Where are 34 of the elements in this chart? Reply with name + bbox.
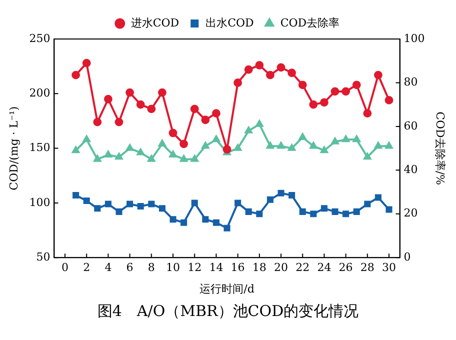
y-tick-label: 200 — [29, 86, 50, 100]
x-tick-label: 10 — [166, 261, 180, 274]
legend-label: COD去除率 — [280, 16, 340, 30]
x-tick-label: 30 — [382, 261, 396, 274]
x-tick-label: 8 — [148, 261, 155, 274]
x-tick-label: 12 — [188, 261, 202, 274]
caption: 图4 A/O（MBR）池COD的变化情况 — [96, 302, 360, 321]
x-tick-label: 0 — [61, 261, 68, 274]
legend-label: 出水COD — [206, 16, 254, 30]
y-tick-label: 100 — [29, 196, 50, 209]
x-tick-label: 24 — [317, 261, 332, 274]
y2-tick-label: 20 — [404, 206, 418, 220]
y2-tick-label: 60 — [404, 119, 418, 132]
x-tick-label: 18 — [252, 261, 266, 274]
y-tick-label: 250 — [29, 32, 50, 45]
y2-tick-label: 40 — [404, 163, 418, 176]
x-axis-title: 运行时间/d — [200, 282, 254, 296]
x-tick-label: 26 — [338, 261, 353, 274]
x-tick-label: 28 — [360, 261, 374, 274]
y-tick-label: 50 — [36, 250, 50, 264]
x-tick-label: 20 — [274, 261, 288, 274]
x-tick-label: 16 — [230, 261, 245, 274]
y-tick-label: 150 — [29, 141, 50, 154]
x-tick-label: 2 — [83, 261, 90, 274]
y2-tick-label: 0 — [404, 250, 411, 264]
y2-tick-label: 80 — [404, 76, 418, 89]
x-tick-label: 22 — [296, 261, 310, 274]
y2-tick-label: 100 — [404, 32, 425, 45]
y-axis-title: COD/(mg · L⁻¹) — [7, 106, 20, 190]
legend-label: 进水COD — [130, 16, 180, 30]
y2-axis-title: COD去除率/% — [434, 112, 447, 186]
x-tick-label: 6 — [126, 261, 134, 274]
x-tick-label: 4 — [104, 261, 112, 274]
x-tick-label: 14 — [209, 261, 224, 274]
